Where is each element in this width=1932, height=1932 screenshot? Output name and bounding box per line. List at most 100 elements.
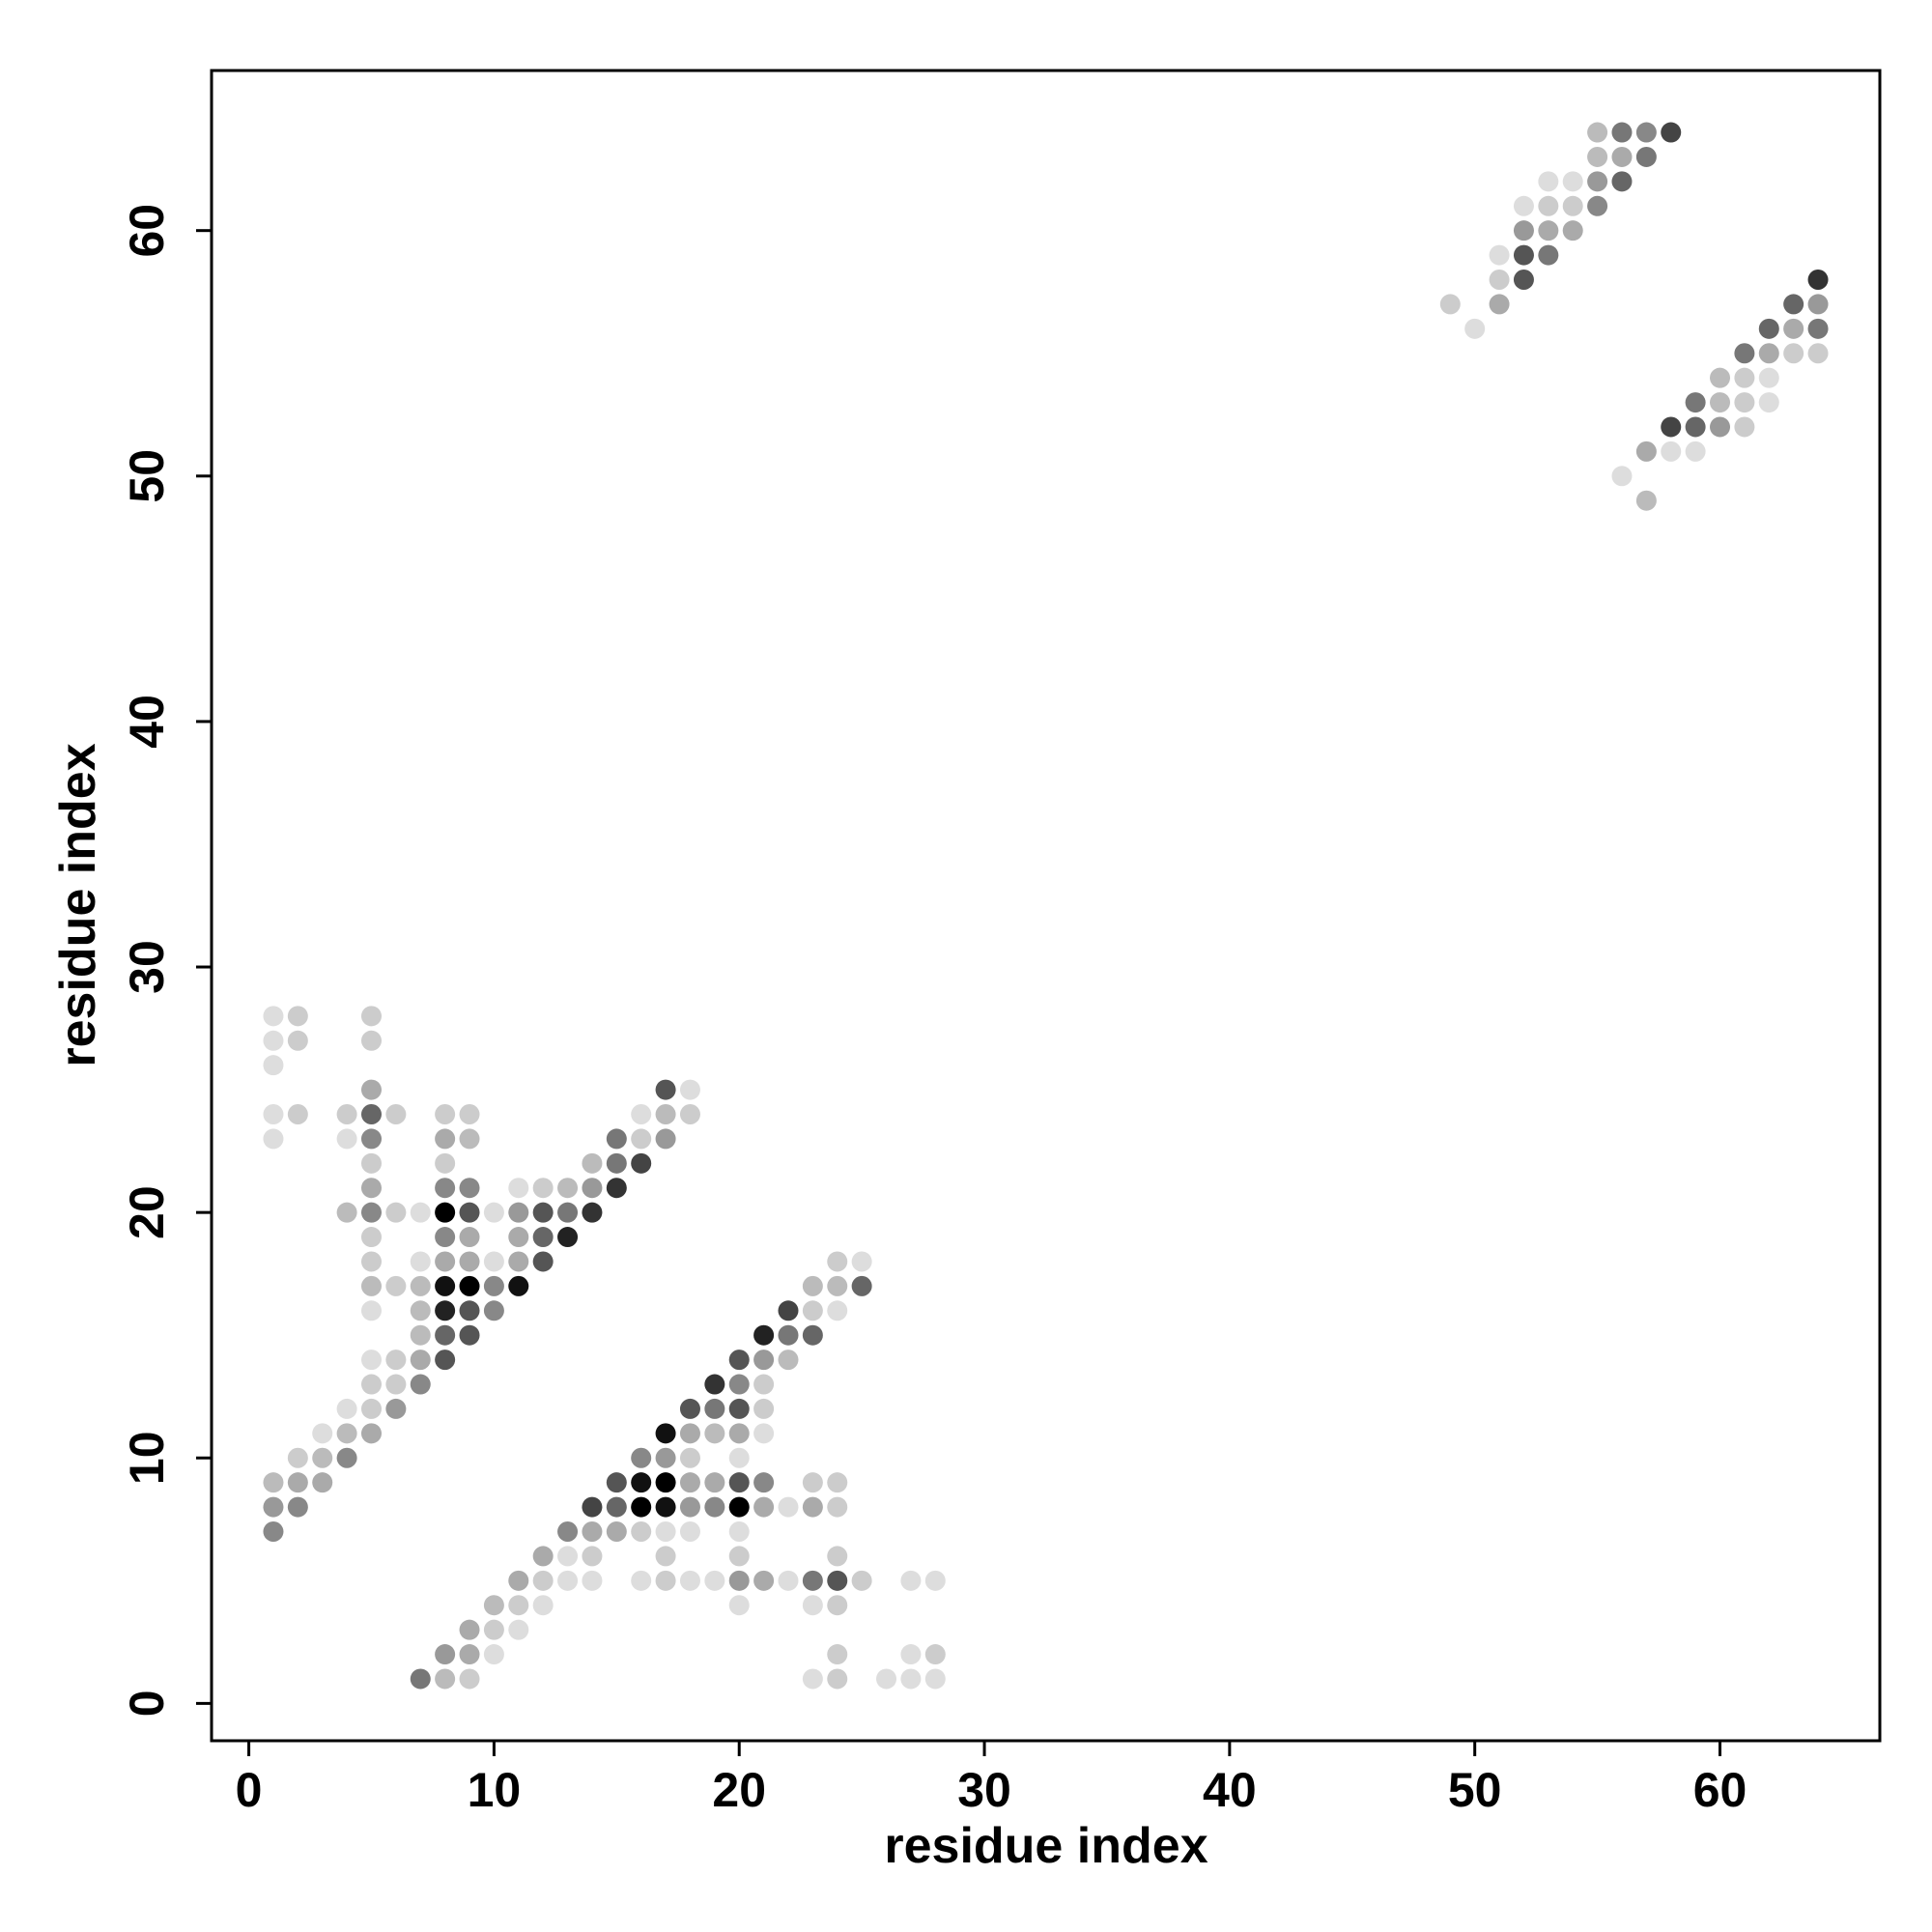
contact-point — [557, 1178, 579, 1199]
contact-point — [1661, 416, 1682, 438]
contact-point — [360, 1128, 382, 1150]
contact-point — [827, 1546, 848, 1567]
y-tick-label: 60 — [120, 204, 174, 258]
contact-point — [1758, 392, 1779, 413]
contact-point — [459, 1202, 480, 1223]
contact-point — [1758, 367, 1779, 388]
contact-point — [1464, 318, 1486, 339]
contact-point — [679, 1103, 700, 1124]
y-tick-label: 50 — [120, 449, 174, 503]
contact-point — [753, 1472, 775, 1493]
contact-point — [435, 1668, 456, 1690]
contact-point — [802, 1595, 823, 1616]
contact-point — [508, 1178, 529, 1199]
contact-point — [631, 1496, 652, 1518]
contact-point — [1587, 122, 1608, 143]
contact-point — [459, 1619, 480, 1640]
contact-point — [924, 1644, 946, 1665]
contact-point — [753, 1324, 775, 1346]
contact-point — [679, 1570, 700, 1591]
contact-point — [483, 1251, 504, 1272]
contact-point — [410, 1668, 431, 1690]
contact-point — [728, 1447, 750, 1468]
contact-point — [582, 1570, 603, 1591]
contact-point — [312, 1472, 333, 1493]
contact-point — [827, 1668, 848, 1690]
contact-point — [728, 1398, 750, 1419]
contact-point — [1734, 343, 1755, 364]
contact-point — [679, 1079, 700, 1100]
contact-point — [483, 1619, 504, 1640]
contact-point — [1661, 440, 1682, 462]
contact-point — [263, 1030, 284, 1051]
contact-point — [385, 1103, 407, 1124]
contact-point — [557, 1227, 579, 1248]
contact-point — [360, 1202, 382, 1223]
y-tick-label: 40 — [120, 695, 174, 749]
contact-point — [435, 1350, 456, 1371]
contact-point — [1710, 392, 1731, 413]
contact-point — [360, 1398, 382, 1419]
contact-point — [1783, 294, 1804, 315]
contact-point — [606, 1520, 627, 1542]
contact-point — [1562, 171, 1583, 192]
contact-point — [1685, 392, 1706, 413]
contact-point — [679, 1496, 700, 1518]
y-tick-label: 20 — [120, 1185, 174, 1239]
contact-point — [802, 1275, 823, 1296]
contact-point — [802, 1668, 823, 1690]
contact-point — [263, 1103, 284, 1124]
contact-point — [827, 1275, 848, 1296]
contact-point — [704, 1496, 725, 1518]
contact-point — [827, 1251, 848, 1272]
contact-point — [753, 1374, 775, 1395]
contact-point — [728, 1374, 750, 1395]
contact-point — [435, 1251, 456, 1272]
contact-point — [1587, 171, 1608, 192]
contact-point — [263, 1006, 284, 1027]
contact-point — [336, 1447, 357, 1468]
contact-point — [655, 1496, 676, 1518]
contact-point — [459, 1300, 480, 1321]
contact-point — [778, 1496, 799, 1518]
contact-point — [360, 1152, 382, 1174]
contact-point — [360, 1275, 382, 1296]
contact-point — [1513, 244, 1534, 266]
contact-point — [336, 1202, 357, 1223]
contact-point — [728, 1423, 750, 1444]
contact-point — [435, 1644, 456, 1665]
contact-point — [631, 1520, 652, 1542]
contact-point — [410, 1324, 431, 1346]
contact-point — [655, 1546, 676, 1567]
contact-point — [1710, 416, 1731, 438]
x-tick-label: 60 — [1693, 1763, 1747, 1817]
contact-point — [778, 1324, 799, 1346]
contact-point — [459, 1251, 480, 1272]
contact-point — [508, 1570, 529, 1591]
contact-point — [360, 1178, 382, 1199]
contact-point — [410, 1350, 431, 1371]
contact-point — [655, 1128, 676, 1150]
contact-point — [924, 1570, 946, 1591]
contact-point — [459, 1227, 480, 1248]
contact-point — [532, 1546, 554, 1567]
contact-point — [655, 1447, 676, 1468]
contact-point — [900, 1644, 922, 1665]
contact-point — [459, 1178, 480, 1199]
y-axis-title: residue index — [50, 743, 106, 1066]
contact-point — [679, 1520, 700, 1542]
contact-point — [459, 1275, 480, 1296]
contact-point — [483, 1275, 504, 1296]
contact-point — [1587, 146, 1608, 167]
contact-point — [1562, 220, 1583, 242]
contact-point — [728, 1595, 750, 1616]
contact-point — [360, 1251, 382, 1272]
contact-point — [508, 1227, 529, 1248]
contact-point — [336, 1103, 357, 1124]
contact-point — [1439, 294, 1461, 315]
contact-point — [1807, 318, 1829, 339]
contact-point — [483, 1300, 504, 1321]
contact-point — [360, 1103, 382, 1124]
contact-point — [924, 1668, 946, 1690]
contact-point — [1611, 122, 1633, 143]
